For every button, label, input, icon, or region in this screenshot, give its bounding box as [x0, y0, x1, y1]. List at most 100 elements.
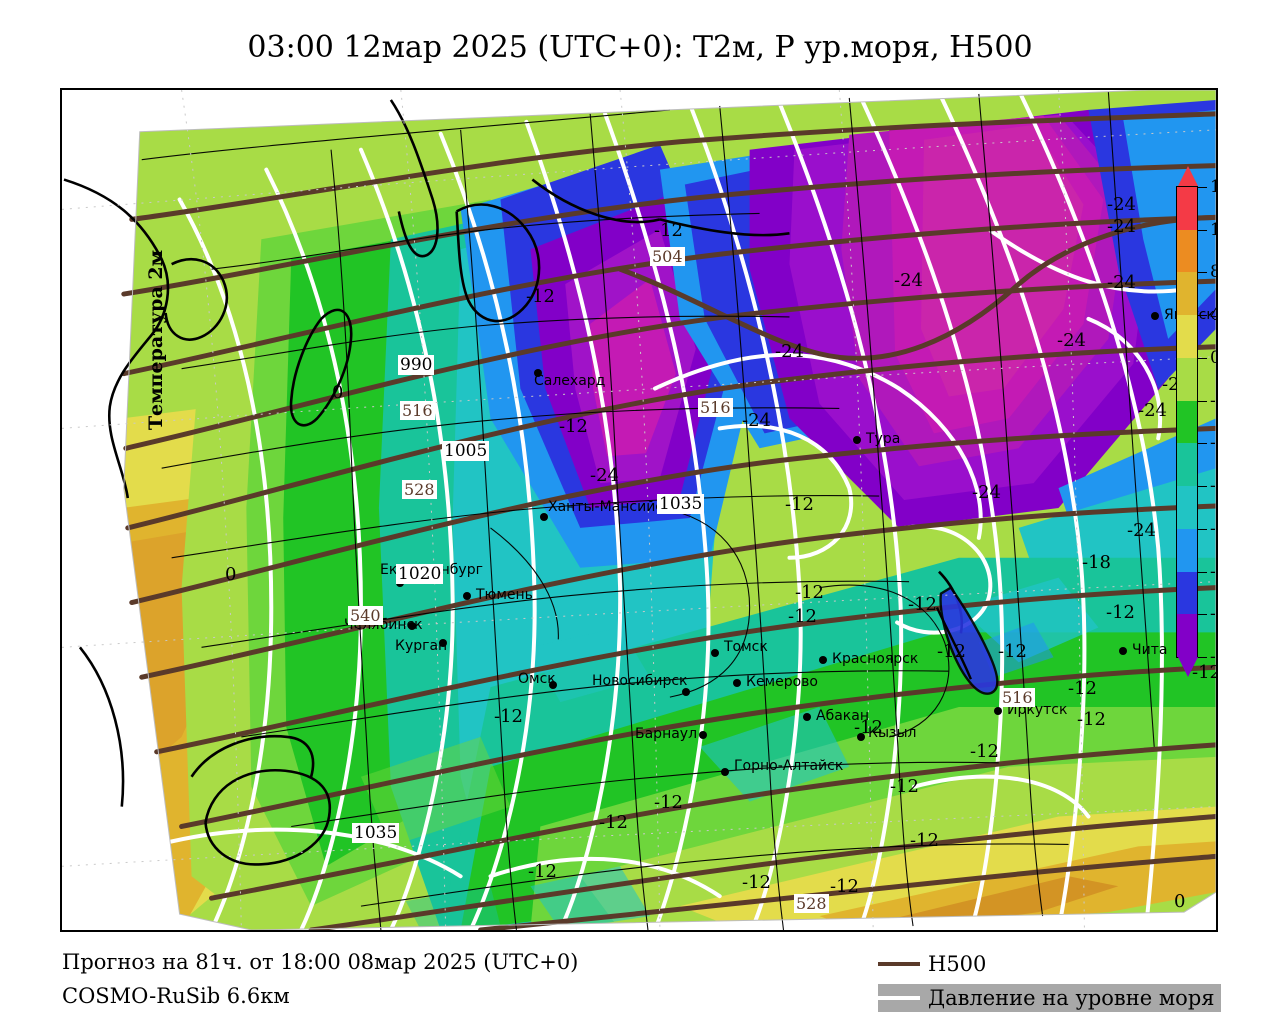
- colorbar-tick-label: -16: [1210, 518, 1216, 539]
- city-marker[interactable]: [1119, 647, 1127, 655]
- city-marker[interactable]: [534, 369, 542, 377]
- city-marker[interactable]: [699, 731, 707, 739]
- city-marker[interactable]: [994, 707, 1002, 715]
- colorbar-tick-mark: [1198, 315, 1207, 317]
- city-marker[interactable]: [853, 436, 861, 444]
- city-label: Красноярск: [832, 651, 919, 667]
- lake-baikal: [935, 586, 999, 695]
- city-marker[interactable]: [721, 768, 729, 776]
- mslp-contour-label: 1035: [657, 494, 705, 514]
- legend-mslp-label: Давление на уровне моря: [928, 986, 1215, 1010]
- colorbar-tick-label: -24: [1210, 604, 1216, 625]
- city-label: Кызыл: [868, 725, 917, 741]
- city-marker[interactable]: [819, 656, 827, 664]
- city-marker[interactable]: [857, 733, 865, 741]
- mslp-contour-label: 1020: [396, 564, 444, 584]
- isotherm-label: -24: [1107, 194, 1136, 215]
- h500-contour-label: 528: [794, 894, 829, 913]
- colorbar-tick-mark: [1198, 571, 1207, 573]
- isotherm-label: -24: [1127, 520, 1156, 541]
- city-marker[interactable]: [549, 681, 557, 689]
- colorbar[interactable]: [1176, 186, 1198, 658]
- isotherm-label: -12: [998, 641, 1027, 662]
- colorbar-axis-label: Температура 2м: [145, 249, 167, 431]
- city-label: Барнаул: [635, 726, 698, 742]
- colorbar-tick-mark: [1198, 229, 1207, 231]
- colorbar-segment: [1177, 443, 1197, 487]
- colorbar-tick-mark: [1198, 443, 1207, 445]
- city-label: Омск: [518, 671, 556, 687]
- city-label: Абакан: [816, 708, 869, 724]
- colorbar-tick-label: -8: [1210, 433, 1216, 454]
- page-title: 03:00 12мар 2025 (UTC+0): T2м, P ур.моря…: [247, 30, 1033, 65]
- colorbar-tick-mark: [1198, 528, 1207, 530]
- isotherm-label: -12: [654, 220, 683, 241]
- h500-contour-label: 528: [402, 480, 437, 499]
- map-frame[interactable]: СалехардХанты-МансийскТураЯкутскЕкатерин…: [60, 88, 1218, 932]
- city-marker[interactable]: [682, 688, 690, 696]
- map-canvas[interactable]: СалехардХанты-МансийскТураЯкутскЕкатерин…: [62, 90, 1216, 930]
- graticule: [62, 90, 1216, 930]
- isotherm-label: -12: [937, 641, 966, 662]
- city-marker[interactable]: [463, 592, 471, 600]
- isotherm-label: -12: [528, 861, 557, 882]
- isotherm-label: -12: [559, 416, 588, 437]
- isotherm-label: -12: [910, 830, 939, 851]
- city-marker[interactable]: [711, 649, 719, 657]
- mslp-contour-label: 1035: [352, 823, 400, 843]
- colorbar-tick-mark: [1198, 357, 1207, 359]
- isotherm-label: -12: [854, 717, 883, 738]
- colorbar-tick-label: -28: [1210, 647, 1216, 667]
- isotherm-label: -24: [742, 410, 771, 431]
- isotherm-label: 0: [225, 564, 237, 585]
- colorbar-tick-mark: [1198, 657, 1207, 658]
- city-marker[interactable]: [540, 513, 548, 521]
- city-label: Ханты-Мансийск: [548, 499, 672, 515]
- city-label: Тура: [866, 431, 901, 447]
- colorbar-segment: [1177, 614, 1197, 657]
- h500-contour-label: 516: [1000, 688, 1035, 707]
- city-marker[interactable]: [733, 679, 741, 687]
- mslp-contour-label: 990: [398, 355, 435, 375]
- colorbar-segment: [1177, 571, 1197, 615]
- domain-edge: [123, 90, 1216, 930]
- h500-contours: [121, 111, 1216, 930]
- isotherm-label: -24: [1107, 216, 1136, 237]
- city-marker[interactable]: [1151, 312, 1159, 320]
- city-label: Томск: [724, 639, 768, 655]
- isotherm-label: -12: [890, 776, 919, 797]
- isotherm-label: 0: [332, 382, 344, 403]
- h500-contour-label: 516: [400, 401, 435, 420]
- city-marker[interactable]: [408, 622, 416, 630]
- isotherm-label: -24: [972, 482, 1001, 503]
- legend-h500-label: H500: [928, 952, 987, 976]
- isotherm-label: -24: [775, 341, 804, 362]
- city-marker[interactable]: [439, 639, 447, 647]
- colorbar-bottom-arrow: [1178, 657, 1198, 677]
- isotherm-label: -12: [908, 594, 937, 615]
- mslp-line-swatch: [878, 996, 920, 1000]
- colorbar-tick-label: -4: [1210, 390, 1216, 411]
- colorbar-tick-label: 0: [1210, 348, 1216, 368]
- colorbar-tick-label: -12: [1210, 476, 1216, 497]
- isotherm-label: -24: [1107, 272, 1136, 293]
- city-marker[interactable]: [803, 713, 811, 721]
- isotherm-label: -12: [494, 706, 523, 727]
- city-label: Курган: [395, 638, 448, 654]
- model-name-line: COSMO-RuSib 6.6км: [62, 984, 290, 1008]
- city-label: Новосибирск: [592, 673, 688, 689]
- isotherm-label: -12: [1077, 709, 1106, 730]
- country-borders: [63, 99, 964, 866]
- city-label: Кемерово: [746, 674, 818, 690]
- isotherm-label: -12: [785, 494, 814, 515]
- h500-line-swatch: [878, 962, 920, 966]
- colorbar-segment: [1177, 272, 1197, 316]
- isotherm-label: -12: [795, 582, 824, 603]
- isotherm-label: -12: [742, 872, 771, 893]
- city-label: Чита: [1132, 642, 1168, 658]
- colorbar-tick-mark: [1198, 187, 1207, 188]
- colorbar-tick-mark: [1198, 486, 1207, 488]
- city-label: Горно-Алтайск: [734, 758, 844, 774]
- legend-item-h500: H500: [878, 950, 986, 978]
- colorbar-tick-label: 16: [1210, 177, 1216, 197]
